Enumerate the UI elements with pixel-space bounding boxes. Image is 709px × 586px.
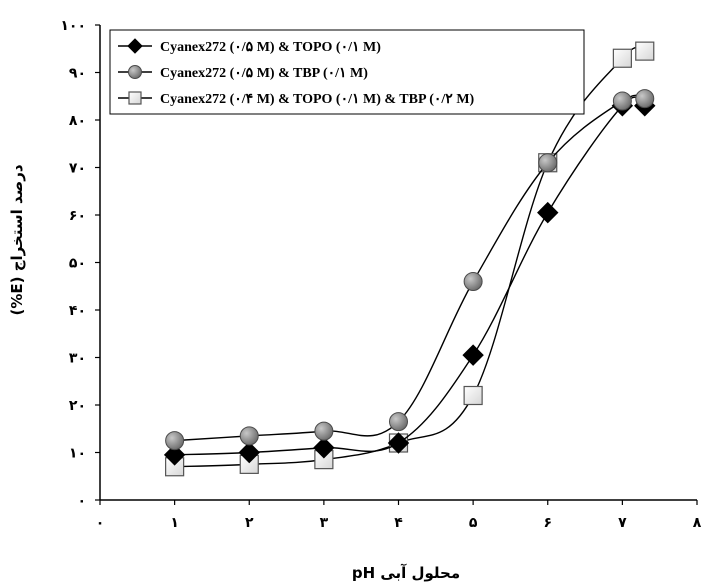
data-point (313, 437, 335, 459)
legend-label: Cyanex272 (۰/۵ M) & TBP (۰/۱ M) (160, 66, 368, 81)
legend-marker (128, 65, 142, 79)
data-point (239, 426, 259, 446)
y-tick-label: ۷۰ (69, 161, 86, 177)
x-axis-title: pH محلول آبی (352, 564, 460, 582)
x-tick-label: ۸ (693, 515, 702, 531)
data-point (635, 89, 655, 109)
x-tick-label: ۳ (320, 515, 329, 531)
y-tick-label: ۶۰ (69, 208, 86, 224)
data-point (612, 48, 632, 68)
y-tick-label: ۱۰ (69, 446, 86, 462)
legend-label: Cyanex272 (۰/۴ M) & TOPO (۰/۱ M) & TBP (… (160, 92, 475, 107)
axes: ۰ ۱۰ ۲۰ ۳۰ ۴۰ ۵۰ ۶۰ ۷۰ ۸۰ ۹۰ ۱۰۰ ۰ ۱ ۲ ۳ ۴ ۵ ۶ ۷ ۸ (60, 18, 701, 531)
x-tick-label: ۵ (469, 515, 478, 531)
series-line (174, 96, 646, 456)
x-tick-label: ۲ (245, 515, 254, 531)
y-axis-title: درصد استخراج (E%) (8, 164, 26, 315)
legend: Cyanex272 (۰/۵ M) & TOPO (۰/۱ M) Cyanex27… (109, 29, 585, 115)
legend-marker (128, 91, 142, 105)
legend-marker (127, 38, 143, 54)
legend-label: Cyanex272 (۰/۵ M) & TOPO (۰/۱ M) (160, 40, 381, 55)
data-point (163, 444, 186, 466)
series-2 (165, 89, 655, 451)
x-tick-label: ۰ (96, 515, 105, 531)
y-tick-label: ۴۰ (69, 303, 86, 319)
data-point (612, 91, 632, 111)
series-line (174, 94, 645, 442)
x-tick-label: ۱ (170, 515, 179, 531)
data-point (165, 431, 185, 451)
y-tick-label: ۲۰ (69, 398, 86, 414)
series-line (174, 46, 645, 468)
data-point (635, 41, 655, 61)
y-tick-label: ۵۰ (69, 256, 86, 272)
series-1 (163, 95, 656, 466)
data-point (537, 201, 559, 224)
y-tick-label: ۹۰ (69, 66, 86, 82)
y-tick-label: ۱۰۰ (60, 18, 86, 34)
x-tick-label: ۶ (543, 515, 552, 531)
data-point (389, 412, 408, 432)
x-tick-label: ۴ (394, 515, 403, 531)
data-point (314, 421, 334, 441)
data-point (238, 441, 260, 464)
data-point (463, 385, 483, 406)
y-tick-label: ۳۰ (69, 351, 86, 367)
data-point (538, 153, 558, 173)
y-tick-label: ۰ (77, 493, 86, 509)
data-point (387, 432, 410, 454)
series-layer (163, 41, 656, 477)
y-tick-label: ۸۰ (69, 113, 86, 129)
legend-box (109, 29, 585, 115)
x-tick-label: ۷ (618, 515, 627, 531)
data-point (463, 272, 483, 291)
data-point (462, 344, 484, 366)
